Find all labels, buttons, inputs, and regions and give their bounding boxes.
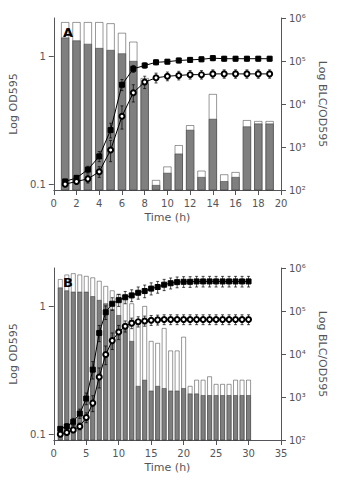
svg-text:10: 10 (112, 448, 125, 459)
svg-text:18: 18 (252, 198, 265, 209)
svg-text:20: 20 (177, 448, 190, 459)
svg-text:Log OD595: Log OD595 (7, 323, 20, 384)
svg-text:0: 0 (51, 448, 57, 459)
svg-text:Log BLC/OD595: Log BLC/OD595 (316, 311, 329, 397)
svg-text:Time (h): Time (h) (143, 461, 190, 474)
svg-text:Log OD595: Log OD595 (7, 73, 20, 134)
svg-text:10³: 10³ (289, 392, 306, 403)
svg-text:10²: 10² (289, 435, 306, 446)
svg-text:20: 20 (275, 198, 288, 209)
svg-text:1: 1 (39, 51, 45, 62)
svg-text:10⁵: 10⁵ (289, 306, 306, 317)
svg-text:12: 12 (184, 198, 197, 209)
svg-text:16: 16 (229, 198, 242, 209)
svg-text:Log BLC/OD595: Log BLC/OD595 (316, 61, 329, 147)
svg-text:6: 6 (119, 198, 125, 209)
svg-text:35: 35 (275, 448, 288, 459)
svg-text:25: 25 (210, 448, 223, 459)
svg-text:10²: 10² (289, 185, 306, 196)
svg-text:Time (h): Time (h) (143, 211, 190, 224)
svg-text:10: 10 (161, 198, 174, 209)
svg-text:8: 8 (141, 198, 147, 209)
svg-text:14: 14 (206, 198, 219, 209)
svg-text:0: 0 (51, 198, 57, 209)
svg-text:10⁶: 10⁶ (289, 263, 306, 274)
svg-text:0.1: 0.1 (30, 179, 46, 190)
svg-text:10³: 10³ (289, 142, 306, 153)
svg-text:30: 30 (242, 448, 255, 459)
svg-text:0.1: 0.1 (30, 429, 46, 440)
svg-text:10⁵: 10⁵ (289, 56, 306, 67)
svg-text:1: 1 (39, 301, 45, 312)
svg-text:10⁶: 10⁶ (289, 13, 306, 24)
svg-text:10⁴: 10⁴ (289, 349, 306, 360)
svg-text:2: 2 (73, 198, 79, 209)
svg-text:B: B (63, 275, 73, 290)
svg-text:5: 5 (83, 448, 89, 459)
svg-text:15: 15 (145, 448, 158, 459)
svg-text:10⁴: 10⁴ (289, 99, 306, 110)
svg-text:4: 4 (96, 198, 102, 209)
svg-text:A: A (63, 25, 73, 40)
